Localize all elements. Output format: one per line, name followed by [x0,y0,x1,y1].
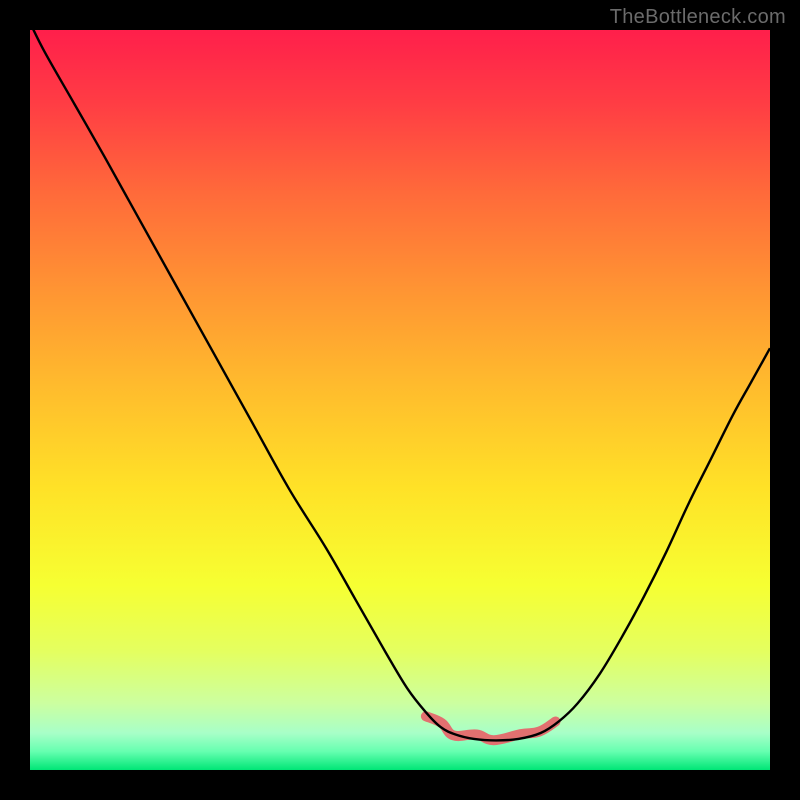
main-curve-path [30,30,770,740]
valley-highlight-path [426,716,556,740]
plot-area [30,30,770,770]
frame: TheBottleneck.com [0,0,800,800]
watermark-text: TheBottleneck.com [610,6,786,29]
chart-svg [30,30,770,770]
